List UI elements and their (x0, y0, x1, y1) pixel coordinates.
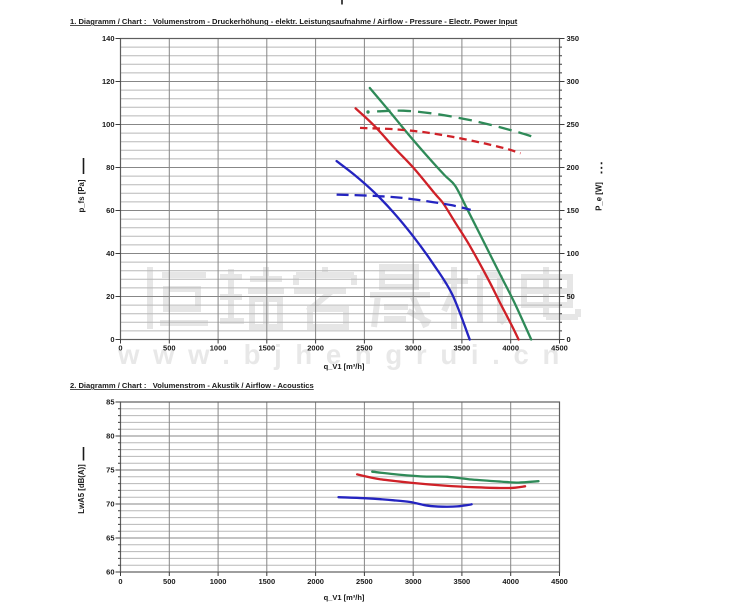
svg-text:www.bjhengrui.cn: www.bjhengrui.cn (117, 339, 573, 370)
svg-text:2000: 2000 (307, 344, 324, 353)
svg-text:2500: 2500 (356, 344, 373, 353)
svg-text:0: 0 (118, 577, 122, 586)
svg-text:1. Diagramm / Chart : Volume: 1. Diagramm / Chart : Volumenstrom - Dru… (70, 17, 518, 26)
svg-text:0: 0 (567, 335, 571, 344)
svg-text:3000: 3000 (405, 344, 422, 353)
svg-text:300: 300 (567, 77, 580, 86)
svg-text:20: 20 (106, 292, 114, 301)
svg-text:100: 100 (102, 120, 115, 129)
svg-text:100: 100 (567, 249, 580, 258)
svg-text:80: 80 (106, 432, 114, 441)
svg-text:3000: 3000 (405, 577, 422, 586)
svg-text:1500: 1500 (258, 344, 275, 353)
svg-text:4500: 4500 (551, 577, 568, 586)
svg-text:50: 50 (567, 292, 575, 301)
svg-text:40: 40 (106, 249, 114, 258)
svg-text:3500: 3500 (454, 577, 471, 586)
svg-text:2500: 2500 (356, 577, 373, 586)
svg-text:350: 350 (567, 34, 580, 43)
svg-text:150: 150 (567, 206, 580, 215)
svg-text:140: 140 (102, 34, 115, 43)
svg-text:250: 250 (567, 120, 580, 129)
svg-text:500: 500 (163, 344, 176, 353)
svg-text:85: 85 (106, 398, 114, 407)
svg-text:2. Diagramm / Chart : Volume: 2. Diagramm / Chart : Volumenstrom - Aku… (70, 381, 314, 390)
svg-text:70: 70 (106, 500, 114, 509)
svg-text:80: 80 (106, 163, 114, 172)
svg-text:0: 0 (110, 335, 114, 344)
svg-text:2000: 2000 (307, 577, 324, 586)
svg-text:200: 200 (567, 163, 580, 172)
svg-text:60: 60 (106, 206, 114, 215)
svg-text:0: 0 (118, 344, 122, 353)
svg-text:p_fs [Pa]: p_fs [Pa] (77, 179, 86, 212)
svg-text:3500: 3500 (454, 344, 471, 353)
svg-text:1000: 1000 (210, 577, 227, 586)
svg-text:60: 60 (106, 568, 114, 577)
svg-text:120: 120 (102, 77, 115, 86)
svg-text:1000: 1000 (210, 344, 227, 353)
svg-text:q_V1 [m³/h]: q_V1 [m³/h] (324, 362, 365, 371)
svg-text:500: 500 (163, 577, 176, 586)
svg-text:LwA5 [dB(A)]: LwA5 [dB(A)] (77, 464, 86, 514)
svg-text:4000: 4000 (502, 344, 519, 353)
svg-text:4000: 4000 (502, 577, 519, 586)
svg-text:4500: 4500 (551, 344, 568, 353)
svg-text:q_V1 [m³/h]: q_V1 [m³/h] (324, 593, 365, 602)
svg-text:1500: 1500 (258, 577, 275, 586)
svg-text:P_e [W]: P_e [W] (595, 182, 604, 211)
svg-text:75: 75 (106, 466, 114, 475)
svg-text:65: 65 (106, 534, 114, 543)
